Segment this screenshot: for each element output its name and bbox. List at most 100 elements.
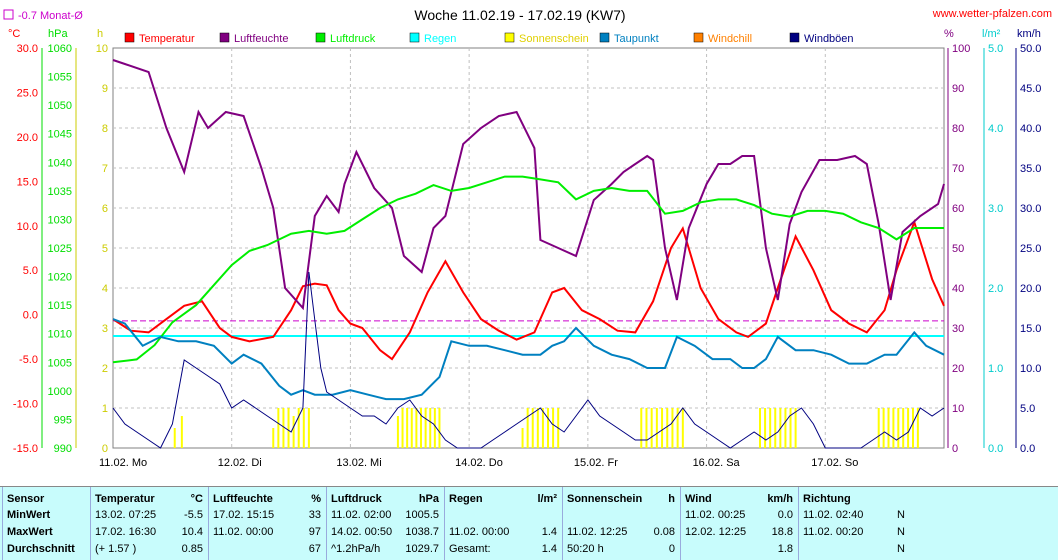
table-cell-value: 67 <box>308 543 321 555</box>
axis-tick-sun: 5 <box>102 243 108 255</box>
table-col-sun: Sonnenschein h 11.02. 12:25 0.08 50:20 h 0 <box>562 487 681 560</box>
table-cell-value: 0 <box>668 543 675 555</box>
series-windböen <box>112 271 945 449</box>
axis-tick-pressure: 1025 <box>48 243 72 255</box>
axis-unit-rain: l/m² <box>982 28 1001 40</box>
table-header: Sensor <box>7 493 45 505</box>
legend-swatch-2 <box>315 32 326 43</box>
table-header: Luftfeuchte <box>213 493 273 505</box>
legend-swatch-4 <box>504 32 515 43</box>
axis-tick-wind: 30.0 <box>1020 203 1041 215</box>
axis-tick-pressure: 1000 <box>48 386 72 398</box>
table-cell-value: 1005.5 <box>405 509 439 521</box>
axis-tick-pressure: 1060 <box>48 43 72 55</box>
legend-label-0: Temperatur <box>139 33 195 45</box>
table-cell-time: 11.02. 12:25 <box>567 526 628 538</box>
table-cell-time: 11.02. 02:00 <box>331 509 392 521</box>
table-cell-value: 10.4 <box>181 526 203 538</box>
table-cell-time: (+ 1.57 ) <box>95 543 137 555</box>
axis-tick-rain: 0.0 <box>988 443 1003 455</box>
table-cell-value: 1.4 <box>541 526 557 538</box>
table-cell-time: 11.02. 00:25 <box>685 509 746 521</box>
x-tick-4: 15.02. Fr <box>574 457 618 469</box>
site-link[interactable]: www.wetter-pfalzen.com <box>932 8 1052 20</box>
table-cell-value: 1038.7 <box>405 526 439 538</box>
axis-tick-humidity: 60 <box>952 203 964 215</box>
axis-tick-temp: 30.0 <box>17 43 38 55</box>
legend-label-1: Luftfeuchte <box>234 33 288 45</box>
month-avg-label: -0.7 Monat-Ø <box>18 10 83 22</box>
axis-unit-humidity: % <box>944 28 954 40</box>
axis-tick-temp: -5.0 <box>19 354 38 366</box>
axis-tick-pressure: 1045 <box>48 129 72 141</box>
table-row-label: MinWert <box>7 509 51 521</box>
axis-unit-sun: h <box>97 28 103 40</box>
legend: Temperatur Luftfeuchte Luftdruck Regen Sonne… <box>124 32 854 45</box>
axis-tick-rain: 5.0 <box>988 43 1003 55</box>
axis-tick-temp: 15.0 <box>17 176 38 188</box>
table-cell-value: 33 <box>308 509 321 521</box>
series-luftdruck <box>112 175 944 364</box>
table-col-rain: Regen l/m² 11.02. 00:00 1.4 Gesamt: 1.4 <box>444 487 563 560</box>
table-row-label: Durchschnitt <box>7 543 75 555</box>
axis-tick-rain: 1.0 <box>988 363 1003 375</box>
table-cell-time: 12.02. 12:25 <box>685 526 747 538</box>
table-cell-value: 1029.7 <box>405 543 439 555</box>
axis-tick-pressure: 1055 <box>48 72 72 84</box>
table-col-sensor: Sensor MinWert MaxWert Durchschnitt <box>2 487 91 560</box>
axis-tick-humidity: 70 <box>952 163 964 175</box>
legend-swatch-3 <box>409 32 420 43</box>
axis-tick-pressure: 1030 <box>48 214 72 226</box>
axis-tick-temp: 10.0 <box>17 221 38 233</box>
table-cell-time: 11.02. 00:00 <box>213 526 274 538</box>
axis-tick-humidity: 0 <box>952 443 958 455</box>
table-unit: l/m² <box>537 493 557 505</box>
axis-unit-wind: km/h <box>1017 28 1041 40</box>
x-tick-1: 12.02. Di <box>218 457 262 469</box>
table-col-hum: Luftfeuchte% 17.02. 15:15 33 11.02. 00:00 97… <box>208 487 327 560</box>
axis-tick-rain: 4.0 <box>988 123 1003 135</box>
table-cell-value: 1.4 <box>541 543 557 555</box>
axis-tick-sun: 8 <box>102 123 108 135</box>
axis-tick-temp: 5.0 <box>23 265 38 277</box>
table-row-label: MaxWert <box>7 526 53 538</box>
axis-tick-humidity: 80 <box>952 123 964 135</box>
axis-tick-humidity: 50 <box>952 243 964 255</box>
table-cell-value: N <box>897 526 905 538</box>
table-header: Sonnenschein <box>567 493 643 505</box>
table-cell-time: 17.02. 15:15 <box>213 509 275 521</box>
axis-tick-sun: 9 <box>102 83 108 95</box>
table-unit: °C <box>190 493 203 505</box>
table-cell-time: 13.02. 07:25 <box>95 509 157 521</box>
axis-tick-sun: 4 <box>102 283 108 295</box>
legend-swatch-6 <box>693 32 704 43</box>
axis-tick-temp: -10.0 <box>13 399 38 411</box>
table-col-temp: Temperatur °C 13.02. 07:25 -5.5 17.02. 16:30… <box>90 487 209 560</box>
table-col-wind: Wind km/h 11.02. 00:25 0.0 12.02. 12:25 18.8 1… <box>680 487 799 560</box>
table-col-dir: Richtung 11.02. 02:40 N 11.02. 00:20 N N <box>798 487 911 560</box>
axis-tick-wind: 50.0 <box>1020 43 1041 55</box>
legend-label-6: Windchill <box>708 33 752 45</box>
axis-tick-pressure: 1010 <box>48 329 72 341</box>
table-cell-time: 11.02. 00:20 <box>803 526 864 538</box>
x-tick-5: 16.02. Sa <box>693 457 741 469</box>
axis-tick-wind: 20.0 <box>1020 283 1041 295</box>
table-header: Wind <box>685 493 712 505</box>
axis-tick-humidity: 100 <box>952 43 970 55</box>
legend-swatch-5 <box>599 32 610 43</box>
legend-label-2: Luftdruck <box>330 33 376 45</box>
table-unit: hPa <box>418 493 439 505</box>
legend-label-3: Regen <box>424 33 456 45</box>
table-cell-value: 0.0 <box>777 509 793 521</box>
table-header: Regen <box>449 493 483 505</box>
x-tick-6: 17.02. So <box>811 457 858 469</box>
table-unit: km/h <box>767 493 793 505</box>
table-cell-time: 11.02. 02:40 <box>803 509 864 521</box>
axis-tick-pressure: 995 <box>54 414 72 426</box>
chart-title: Woche 11.02.19 - 17.02.19 (KW7) <box>414 7 625 23</box>
axis-tick-temp: 0.0 <box>23 310 38 322</box>
legend-swatch-1 <box>219 32 230 43</box>
axis-tick-temp: 20.0 <box>17 132 38 144</box>
series-temperatur <box>112 219 945 361</box>
series-luftfeuchte <box>112 59 945 311</box>
